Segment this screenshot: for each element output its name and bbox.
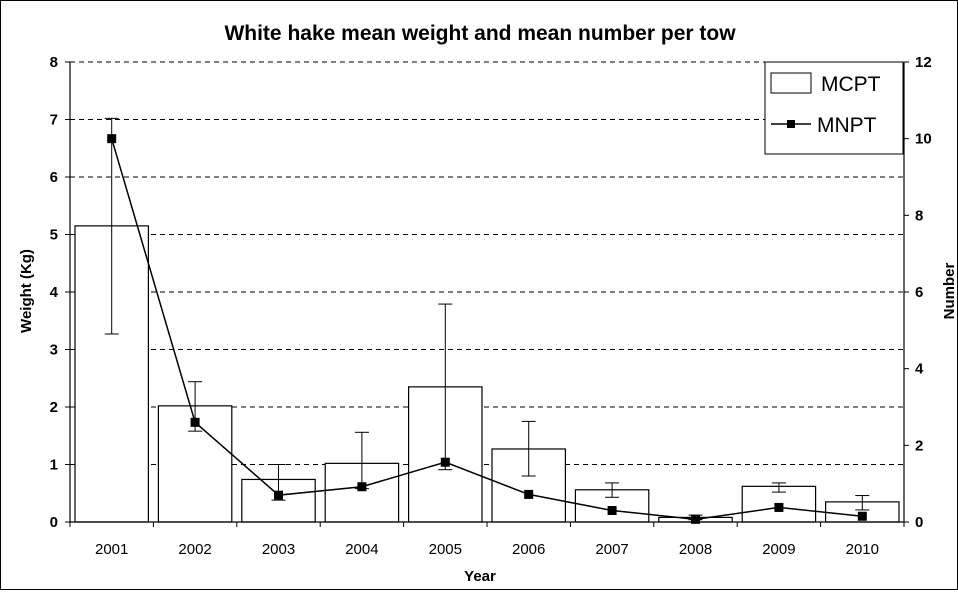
y-tick-label: 0 [50,514,58,531]
line-point [607,506,617,515]
x-tick-label: 2006 [512,541,545,558]
legend-marker-swatch [787,120,795,128]
line-series [107,134,867,524]
y-tick-label: 2 [50,399,58,416]
y-tick-label: 8 [50,54,58,71]
x-tick-label: 2003 [262,541,295,558]
y2-tick-label: 10 [915,131,932,148]
legend-label-mnpt: MNPT [817,114,877,137]
x-tick-label: 2005 [429,541,462,558]
x-tick-label: 2008 [679,541,712,558]
line-point [691,514,700,524]
y-tick-label: 7 [50,112,58,129]
legend-label-mcpt: MCPT [821,73,881,96]
x-tick-label: 2002 [178,541,211,558]
line-point [857,511,867,521]
x-axis-title: Year [464,568,496,585]
line-point [774,502,784,512]
y2-tick-label: 2 [915,437,923,454]
y2-tick-label: 4 [915,361,924,378]
chart-title: White hake mean weight and mean number p… [224,22,736,45]
y-tick-label: 1 [50,457,58,474]
line-point [357,482,367,492]
line-point [190,417,200,427]
legend-bar-swatch [770,72,812,94]
y2-tick-label: 12 [915,54,932,71]
bar-series [74,117,900,523]
x-tick-label: 2009 [762,541,795,558]
y2-axis-title: Number [941,263,958,320]
line-path [110,138,863,521]
x-tick-label: 2004 [345,541,378,558]
x-tick-label: 2001 [95,541,128,558]
line-point [274,490,283,500]
legend: MCPT MNPT [764,61,904,155]
y-tick-label: 4 [50,284,59,301]
line-point [107,134,117,144]
line-point [524,489,534,499]
y-tick-label: 6 [50,169,58,186]
x-tick-label: 2010 [846,541,879,558]
y2-tick-label: 6 [915,284,923,301]
x-tick-label: 2007 [595,541,628,558]
y-axis-title: Weight (Kg) [18,249,35,333]
line-point [440,457,450,467]
y-tick-label: 5 [50,227,58,244]
y-tick-label: 3 [50,342,58,359]
y2-tick-label: 8 [915,207,923,224]
y2-tick-label: 0 [915,514,923,531]
